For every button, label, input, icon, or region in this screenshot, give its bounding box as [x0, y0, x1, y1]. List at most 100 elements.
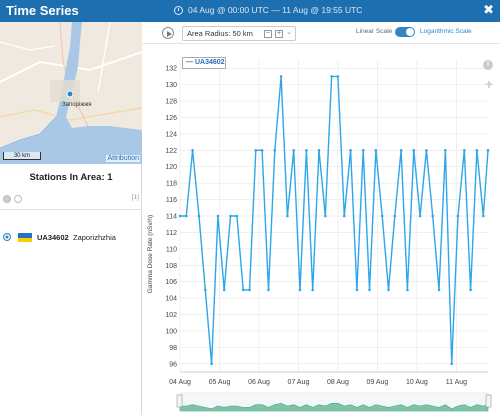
y-tick-label: 124	[165, 131, 177, 138]
station-radio[interactable]	[3, 233, 11, 241]
chevron-down-icon[interactable]: ⌄	[286, 29, 292, 36]
data-point[interactable]	[235, 214, 239, 218]
navigator-handle-right[interactable]	[485, 394, 492, 408]
select-all-radio[interactable]	[3, 195, 11, 203]
data-point[interactable]	[305, 149, 308, 152]
data-point[interactable]	[418, 214, 422, 218]
y-tick-label: 110	[166, 246, 177, 253]
radius-plus-button[interactable]: +	[275, 30, 283, 38]
data-point[interactable]	[380, 214, 384, 218]
data-point[interactable]	[450, 362, 453, 366]
time-series-chart[interactable]: 96 98 100 102 104 106 108 110 112 114 116 118 120 122…	[142, 44, 500, 415]
legend-label: UA34602	[194, 59, 225, 66]
data-point[interactable]	[185, 214, 188, 218]
data-point[interactable]	[355, 288, 359, 292]
info-icon[interactable]: i	[483, 60, 493, 70]
scale-toggle[interactable]	[395, 27, 415, 37]
play-icon[interactable]	[162, 27, 174, 39]
data-point[interactable]	[248, 288, 251, 292]
data-point[interactable]	[399, 149, 403, 152]
data-point[interactable]	[336, 75, 340, 78]
left-panel: Запоріжжя 30 km Attribution Stations In …	[0, 22, 142, 415]
data-point[interactable]	[222, 288, 226, 292]
data-point[interactable]	[431, 214, 435, 218]
data-point[interactable]	[191, 149, 194, 152]
y-tick-label: 126	[165, 115, 177, 122]
date-range: 04 Aug @ 00:00 UTC — 11 Aug @ 19:55 UTC	[174, 5, 362, 15]
data-point[interactable]	[203, 288, 207, 292]
data-point[interactable]	[475, 149, 479, 152]
data-point[interactable]	[216, 214, 220, 218]
navigator-handle-left[interactable]	[176, 394, 183, 408]
data-point[interactable]	[273, 149, 277, 152]
data-point[interactable]	[342, 214, 346, 218]
data-point[interactable]	[444, 149, 447, 152]
area-radius-select[interactable]: Area Radius: 50 km − + ⌄	[182, 26, 296, 41]
station-list-item[interactable]: UA34602 Zaporizhzhia	[3, 232, 139, 244]
y-tick-label: 112	[166, 230, 177, 237]
data-point[interactable]	[260, 149, 264, 152]
close-button[interactable]: ✖	[483, 2, 494, 17]
data-point[interactable]	[456, 214, 460, 218]
x-tick-label: 05 Aug	[209, 379, 231, 386]
data-point[interactable]	[387, 288, 390, 292]
data-point[interactable]	[241, 288, 245, 292]
data-point[interactable]	[361, 149, 365, 152]
data-point[interactable]	[210, 362, 213, 366]
y-tick-label: 114	[166, 214, 177, 221]
data-point[interactable]	[292, 149, 296, 152]
x-tick-label: 11 Aug	[446, 379, 467, 386]
y-tick-label: 118	[166, 181, 177, 188]
area-radius-label: Area Radius: 50 km	[187, 29, 253, 38]
data-point[interactable]	[412, 149, 416, 152]
map-canvas[interactable]: Запоріжжя	[0, 22, 142, 164]
title-bar: Time Series 04 Aug @ 00:00 UTC — 11 Aug …	[0, 0, 500, 22]
map-attribution-link[interactable]: Attribution	[106, 155, 140, 162]
data-point[interactable]	[279, 75, 283, 78]
data-point[interactable]	[368, 288, 371, 292]
y-tick-label: 132	[165, 66, 177, 73]
divider	[0, 209, 142, 210]
map-scale: 30 km	[3, 152, 41, 160]
data-point[interactable]	[298, 288, 302, 292]
data-point[interactable]	[286, 214, 289, 218]
select-all-row: [1]	[3, 193, 139, 205]
y-tick-label: 116	[166, 197, 177, 204]
data-point[interactable]	[486, 149, 490, 152]
map-view[interactable]: Запоріжжя 30 km Attribution	[0, 22, 142, 164]
data-point[interactable]	[437, 288, 441, 292]
data-point[interactable]	[311, 288, 314, 292]
y-tick-label: 100	[165, 328, 177, 335]
data-point[interactable]	[197, 214, 201, 218]
data-point[interactable]	[267, 288, 270, 292]
data-point[interactable]	[254, 149, 258, 152]
log-scale-label[interactable]: Logarithmic Scale	[420, 28, 472, 35]
station-id: UA34602	[37, 233, 69, 242]
add-icon[interactable]: +	[484, 76, 493, 92]
stations-title: Stations In Area: 1	[29, 172, 113, 183]
data-point[interactable]	[463, 149, 466, 152]
y-tick-label: 98	[169, 345, 177, 352]
data-point[interactable]	[349, 149, 352, 152]
data-point[interactable]	[330, 75, 333, 78]
data-point[interactable]	[374, 149, 378, 152]
data-point[interactable]	[406, 288, 409, 292]
data-point[interactable]	[393, 214, 397, 218]
data-point[interactable]	[229, 214, 232, 218]
station-count-badge: [1]	[131, 194, 139, 201]
navigator[interactable]	[176, 392, 492, 412]
data-point[interactable]	[425, 149, 428, 152]
data-point[interactable]	[317, 149, 321, 152]
data-point[interactable]	[324, 214, 327, 218]
legend-item[interactable]: — UA34602	[182, 57, 226, 69]
linear-scale-label[interactable]: Linear Scale	[356, 28, 393, 35]
data-point[interactable]	[178, 214, 182, 218]
clock-icon	[174, 5, 183, 15]
data-point[interactable]	[469, 288, 472, 292]
data-point[interactable]	[481, 214, 485, 218]
x-tick-label: 06 Aug	[248, 379, 270, 386]
y-tick-label: 128	[165, 99, 177, 106]
date-range-text: 04 Aug @ 00:00 UTC — 11 Aug @ 19:55 UTC	[188, 5, 363, 15]
select-none-radio[interactable]	[14, 195, 22, 203]
radius-minus-button[interactable]: −	[264, 30, 272, 38]
